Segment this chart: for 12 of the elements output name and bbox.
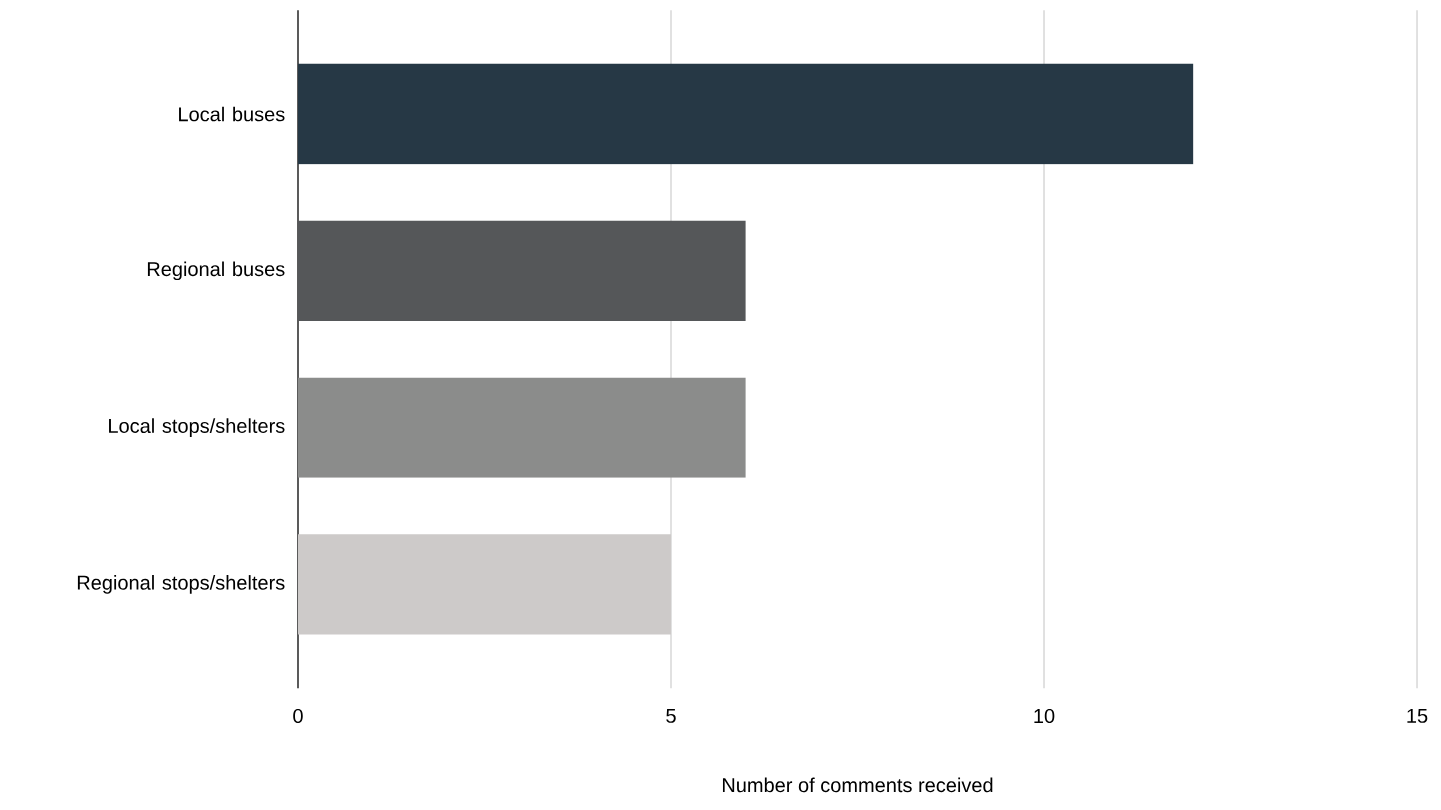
y-tick-label: Regional stops/shelters [77, 575, 285, 594]
bar [298, 63, 1194, 165]
y-tick-label: Local stops/shelters [109, 418, 285, 437]
x-axis-title: Number of comments received [722, 777, 993, 793]
x-tick-label: 0 [293, 708, 303, 724]
x-tick-label: 10 [1034, 708, 1055, 724]
bar [298, 377, 746, 478]
y-tick-label: Regional buses [147, 261, 285, 281]
bar [298, 220, 746, 321]
x-tick-label: 15 [1407, 708, 1428, 723]
y-tick-label: Local buses [179, 106, 285, 122]
x-tick-label: 5 [666, 708, 676, 723]
